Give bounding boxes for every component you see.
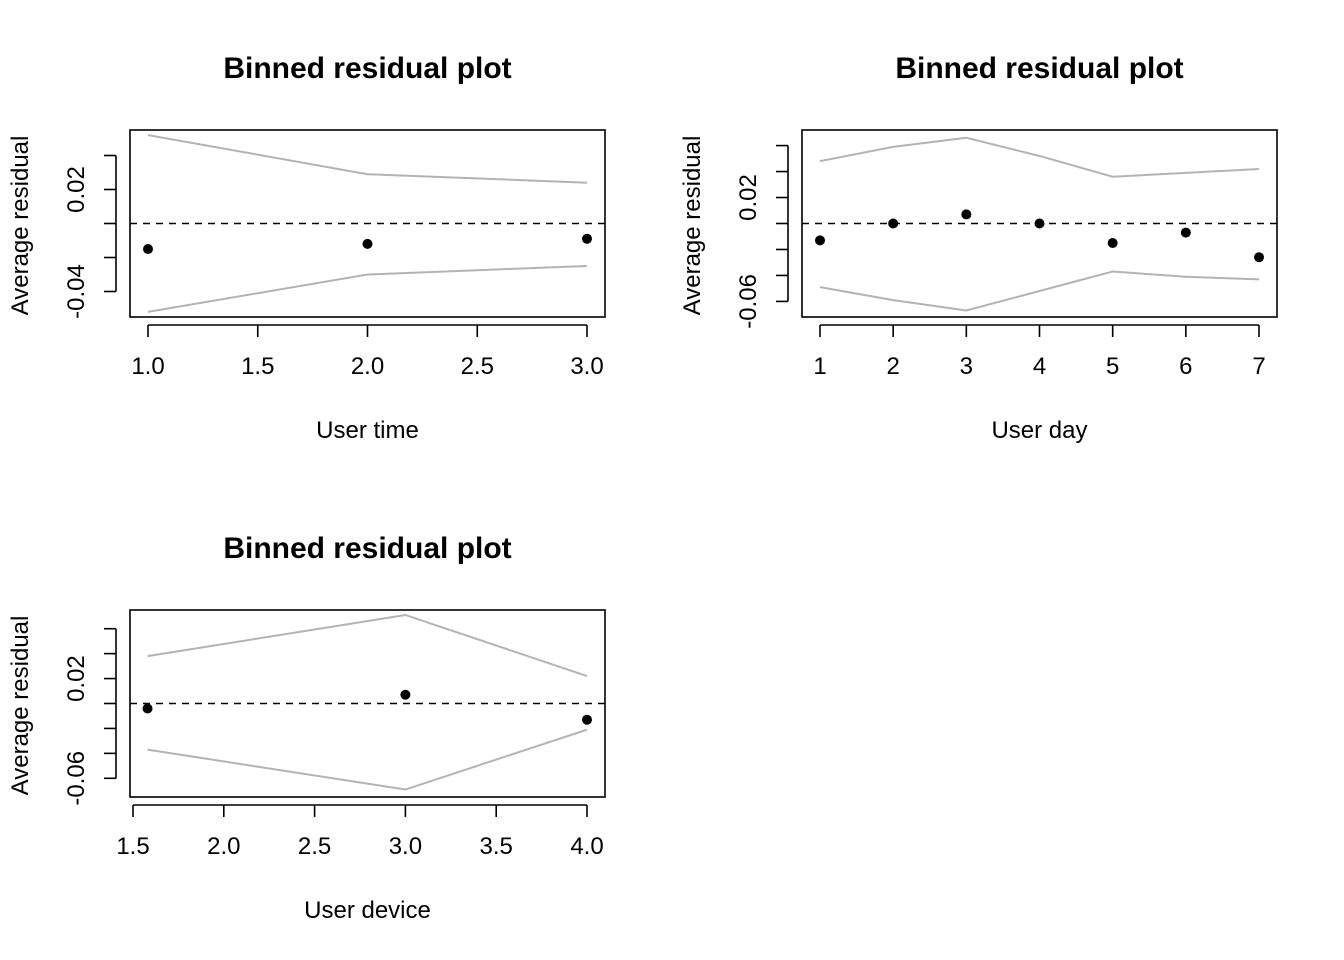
chart-title: Binned residual plot [223,532,511,565]
x-axis-label: User device [304,897,431,924]
x-tick-label: 2.0 [351,353,384,380]
x-tick-label: 4.0 [570,833,603,860]
data-point [1254,252,1264,263]
data-point [1034,218,1045,229]
x-tick-label: 1 [813,353,826,380]
chart-panel-2: Binned residual plot 1 2 3 4 5 6 7 User day -0.06… [679,52,1278,444]
x-tick-label: 4 [1033,353,1046,380]
data-point [888,218,899,229]
lower-bound-line [147,265,588,313]
x-tick-label: 7 [1252,353,1265,380]
x-tick-label: 1.0 [131,353,164,380]
y-tick-label: -0.06 [735,274,762,329]
x-tick-label: 2.0 [207,833,240,860]
y-tick-label: 0.02 [735,174,762,221]
data-point [1180,227,1191,238]
data-point [362,238,373,249]
y-tick-label: -0.04 [63,264,90,319]
x-tick-label: 3.0 [389,833,422,860]
y-axis-label: Average residual [7,136,34,316]
x-tick-label: 2.5 [461,353,494,380]
lower-bound-line [819,270,1260,312]
upper-bound-line [819,136,1260,178]
data-point [582,714,592,725]
plot-frame [129,129,606,318]
x-tick-label: 2.5 [298,833,331,860]
x-axis-label: User day [991,417,1087,444]
data-point [400,689,411,700]
x-tick-label: 6 [1179,353,1192,380]
chart-title: Binned residual plot [223,52,511,85]
x-tick-label: 2 [886,353,899,380]
data-point [142,703,153,714]
x-tick-label: 5 [1106,353,1119,380]
y-tick-label: 0.02 [63,655,90,702]
plot-frame [129,609,606,798]
data-point [582,233,592,244]
upper-bound-line [147,134,588,184]
y-tick-label: -0.06 [63,751,90,806]
data-point [815,235,825,246]
x-tick-label: 3.5 [480,833,513,860]
chart-title: Binned residual plot [895,52,1183,85]
y-axis-label: Average residual [7,616,34,796]
lower-bound-line [147,728,588,791]
x-tick-label: 1.5 [116,833,149,860]
x-tick-label: 3.0 [570,353,603,380]
y-tick-label: 0.02 [63,166,90,213]
upper-bound-line [147,613,588,678]
y-axis-label: Average residual [679,136,706,316]
x-axis-label: User time [316,417,419,444]
x-tick-label: 1.5 [241,353,274,380]
data-point [143,244,153,254]
chart-panel-1: Binned residual plot 1.0 1.5 2.0 2.5 3.0 User … [7,52,606,444]
chart-panel-3: Binned residual plot 1.5 2.0 2.5 3.0 3.5 4.0 Us… [7,532,606,924]
data-point [961,209,972,220]
plot-frame [801,129,1278,318]
x-tick-label: 3 [960,353,973,380]
data-point [1107,237,1118,248]
